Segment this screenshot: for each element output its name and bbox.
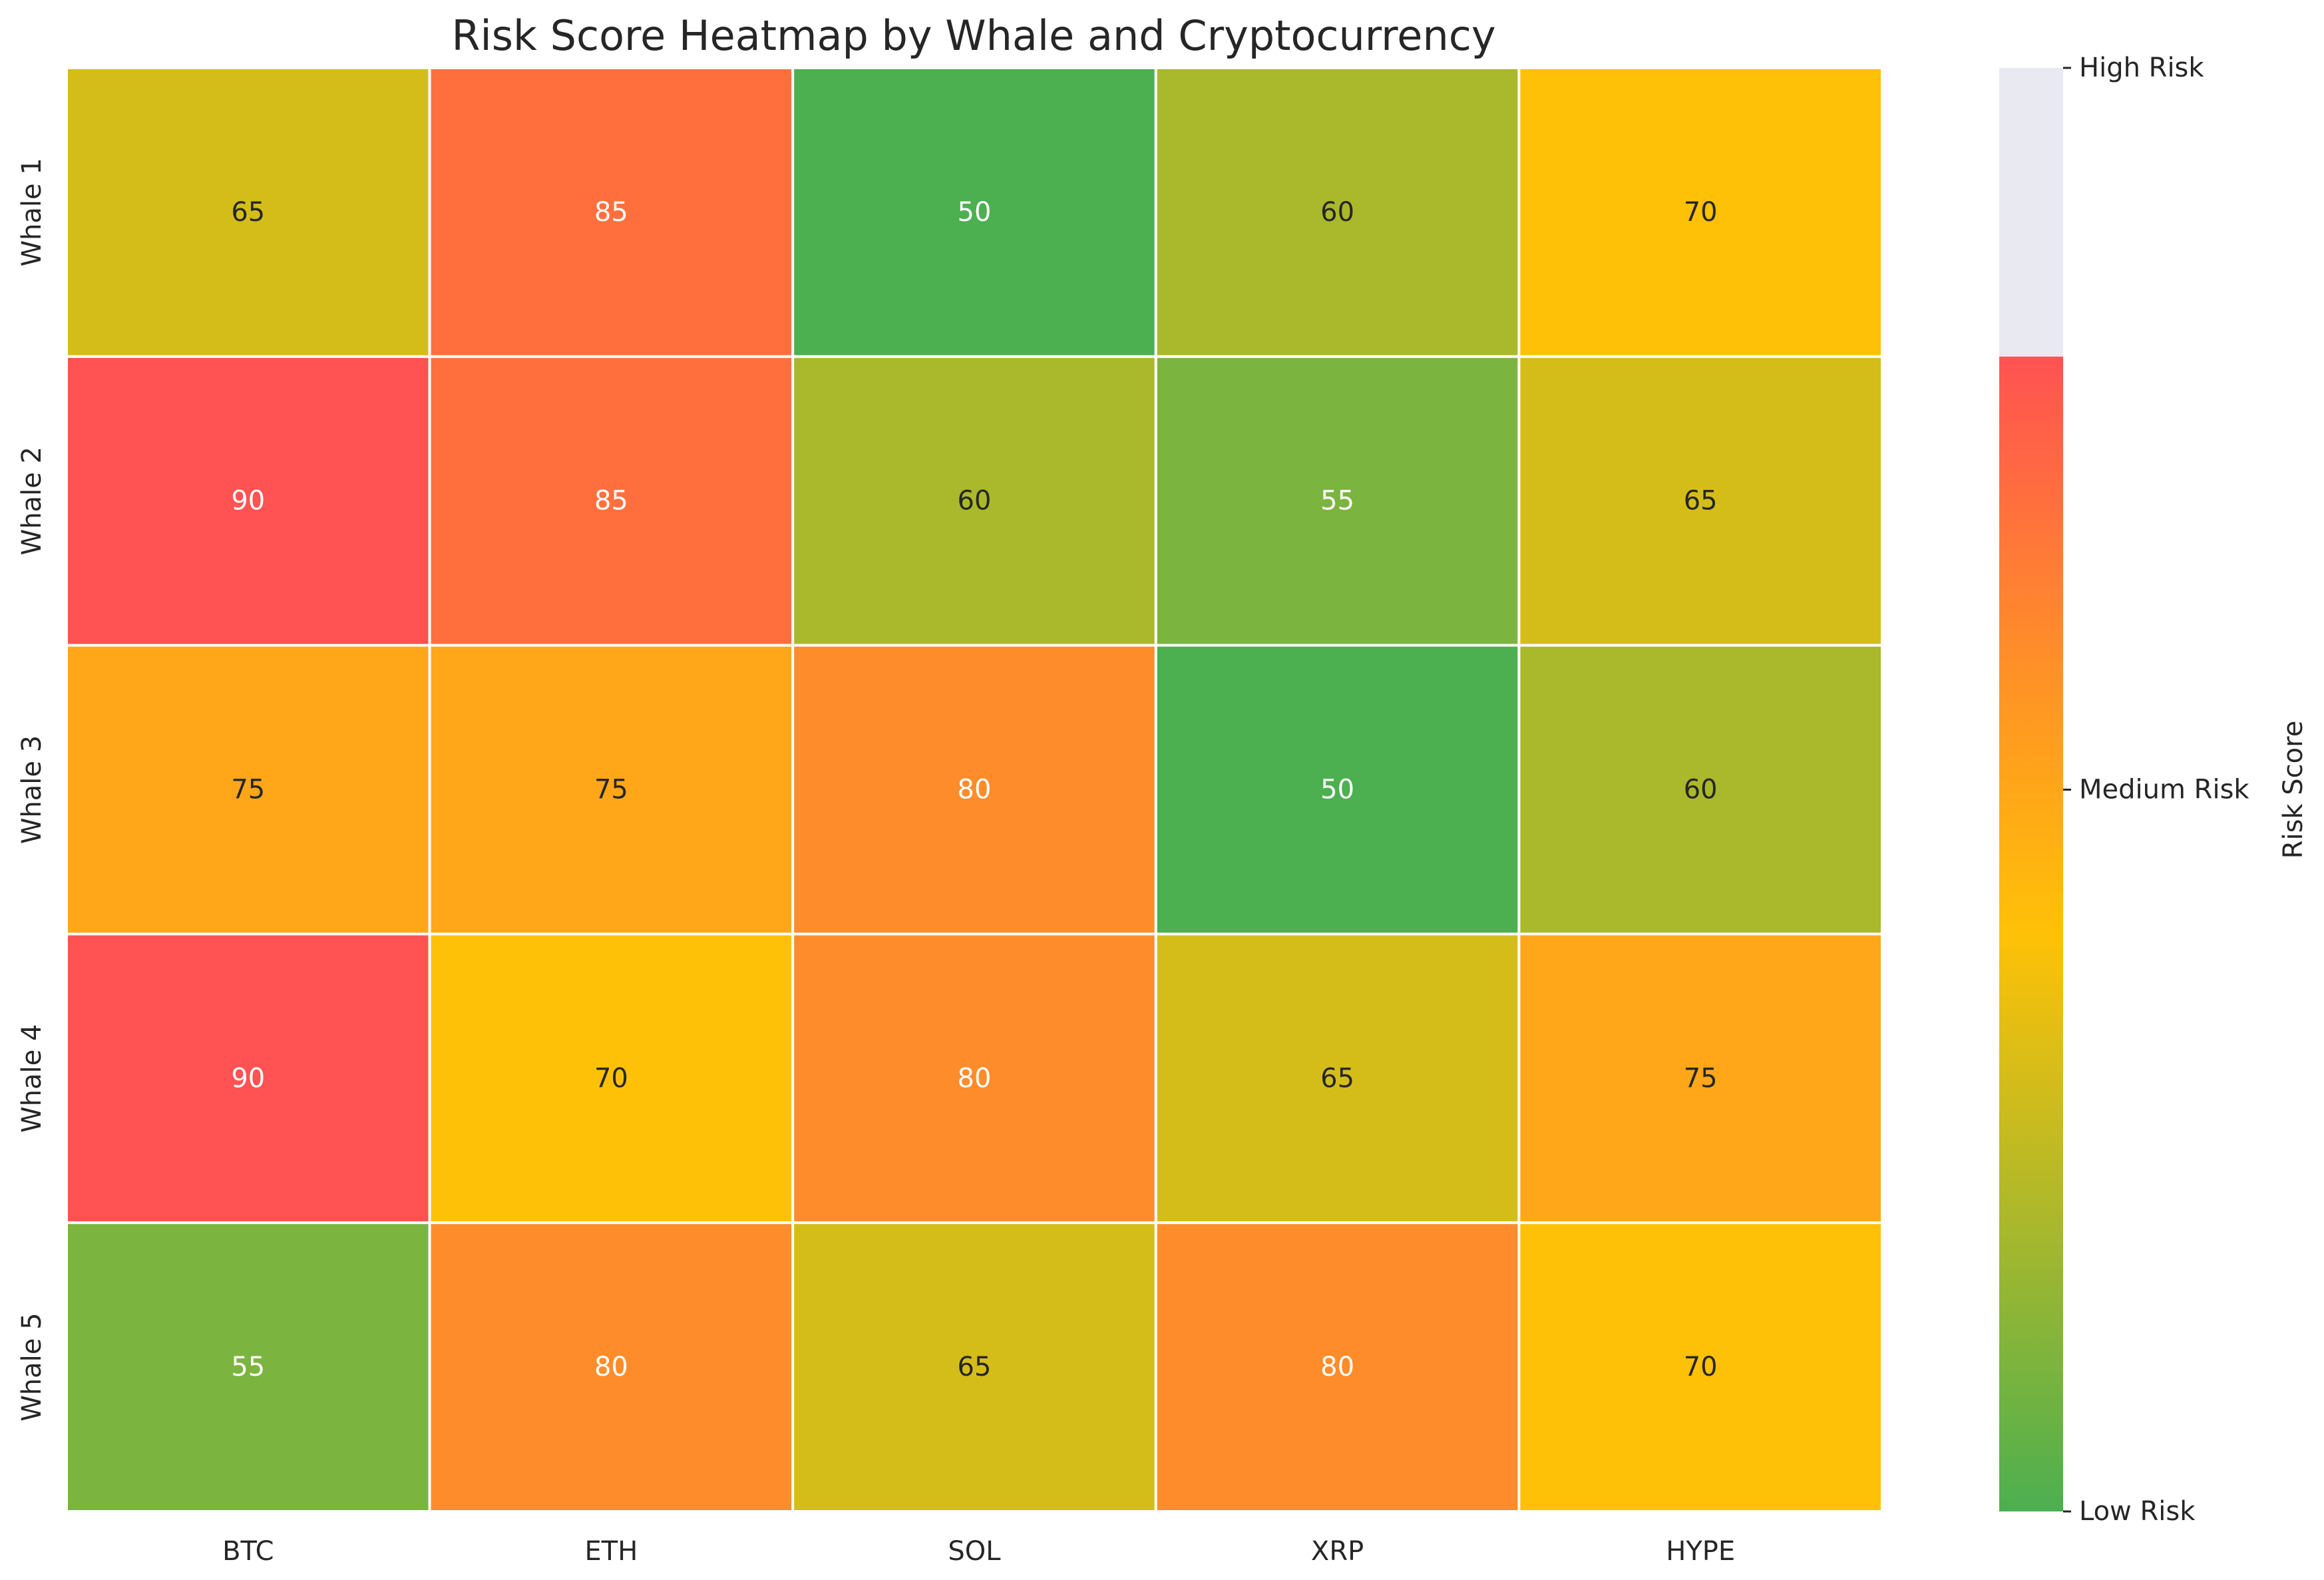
heatmap-cell (1154, 67, 1521, 358)
heatmap-cell-value: 50 (958, 197, 992, 228)
heatmap-cell-value: 55 (1320, 486, 1354, 516)
y-axis-tick-label: Whale 5 (17, 1312, 47, 1421)
colorbar-label: Risk Score (2278, 721, 2309, 859)
heatmap-cell (791, 932, 1157, 1225)
heatmap-cell-value: 85 (594, 197, 628, 228)
heatmap-cell (1517, 355, 1883, 647)
heatmap-cell-value: 80 (958, 775, 992, 805)
heatmap-cell-value: 55 (231, 1352, 265, 1382)
heatmap-cell (428, 644, 795, 936)
heatmap-cell (1517, 644, 1883, 936)
heatmap-cell-value: 80 (1320, 1352, 1354, 1382)
heatmap-cell-value: 80 (958, 1063, 992, 1093)
heatmap-cell (65, 932, 431, 1225)
heatmap-cell-value: 70 (1684, 1352, 1718, 1382)
x-axis-tick-label: SOL (948, 1536, 1001, 1567)
heatmap-cell (65, 67, 431, 358)
y-axis-tick-label: Whale 3 (17, 735, 47, 844)
heatmap-cell (1517, 1221, 1883, 1513)
heatmap-grid: 65 85 50 60 70 90 85 60 55 65 75 75 80 50 60 90 70 80 65 75… (65, 67, 1883, 1513)
heatmap-cell (1517, 67, 1883, 358)
heatmap-cell-value: 70 (1684, 197, 1718, 228)
x-axis-tick-label: HYPE (1666, 1536, 1735, 1567)
heatmap-cell (1154, 932, 1521, 1225)
heatmap-cell-value: 65 (958, 1352, 992, 1382)
colorbar-tick-label: Low Risk (2079, 1496, 2196, 1527)
heatmap-cell-value: 60 (1684, 775, 1718, 805)
heatmap-cell-value: 85 (594, 486, 628, 516)
heatmap-cell (791, 355, 1157, 647)
heatmap-cell-value: 75 (1684, 1063, 1718, 1093)
y-axis-tick-label: Whale 2 (17, 447, 47, 555)
heatmap-cell-value: 50 (1320, 775, 1354, 805)
heatmap-cell-value: 80 (594, 1352, 628, 1382)
heatmap-cell-value: 70 (594, 1063, 628, 1093)
heatmap-cell (791, 1221, 1157, 1513)
heatmap-cell (428, 1221, 795, 1513)
heatmap-cell-value: 60 (1320, 197, 1354, 228)
x-axis-tick-label: XRP (1311, 1536, 1364, 1567)
heatmap-cell (65, 1221, 431, 1513)
y-axis-tick-label: Whale 4 (17, 1024, 47, 1133)
heatmap-cell (791, 644, 1157, 936)
heatmap-cell (1517, 932, 1883, 1225)
x-axis-tick-label: ETH (585, 1536, 638, 1567)
heatmap-cell-value: 90 (231, 486, 265, 516)
heatmap-cell-value: 65 (1320, 1063, 1354, 1093)
colorbar-tick-label: High Risk (2079, 53, 2204, 83)
x-axis-tick-labels: BTC ETH SOL XRP HYPE (222, 1536, 1735, 1567)
heatmap-cell-value: 75 (231, 775, 265, 805)
y-axis-tick-label: Whale 1 (17, 158, 47, 266)
heatmap-cell-value: 75 (594, 775, 628, 805)
chart-title: Risk Score Heatmap by Whale and Cryptocu… (451, 11, 1495, 60)
colorbar: Low Risk Medium Risk High Risk Risk Score (1999, 53, 2309, 1527)
colorbar-gradient-bar (1999, 356, 2063, 1511)
heatmap-cell (1154, 644, 1521, 936)
colorbar-tick-label: Medium Risk (2079, 775, 2249, 805)
heatmap-cell-value: 90 (231, 1063, 265, 1093)
heatmap-cell (791, 67, 1157, 358)
colorbar-over-range-segment (1999, 68, 2063, 357)
heatmap-cell (65, 355, 431, 647)
heatmap-cell (428, 67, 795, 358)
x-axis-tick-label: BTC (222, 1536, 274, 1567)
heatmap-cell-value: 65 (1684, 486, 1718, 516)
heatmap-cell-value: 65 (231, 197, 265, 228)
heatmap-cell (428, 932, 795, 1225)
y-axis-tick-labels: Whale 1 Whale 2 Whale 3 Whale 4 Whale 5 (17, 158, 47, 1422)
colorbar-ticks: Low Risk Medium Risk High Risk (2063, 53, 2249, 1527)
heatmap-cell-value: 60 (958, 486, 992, 516)
